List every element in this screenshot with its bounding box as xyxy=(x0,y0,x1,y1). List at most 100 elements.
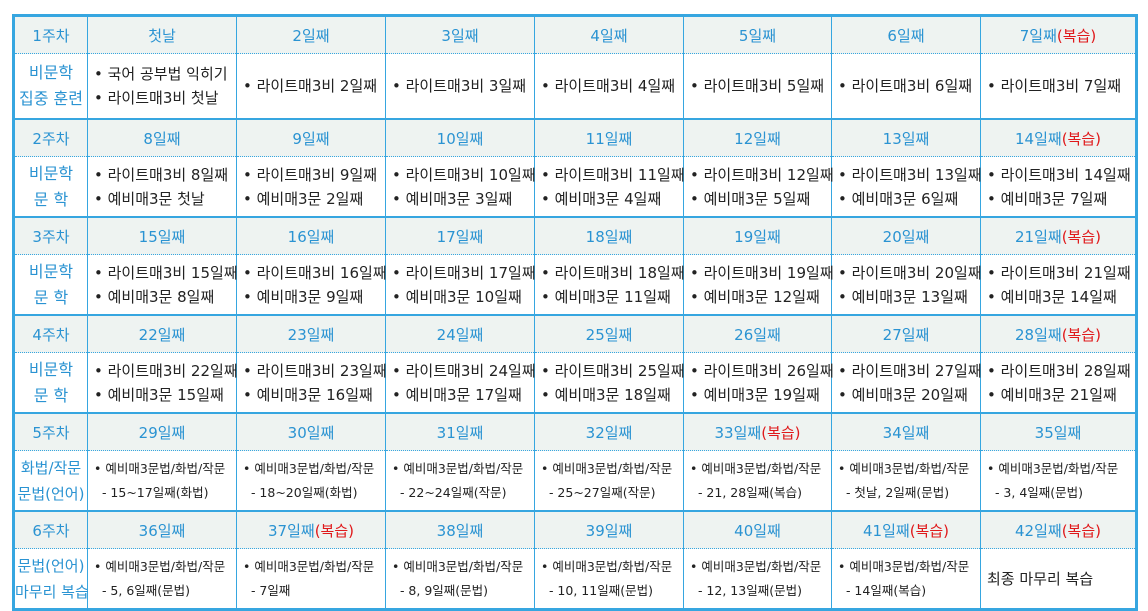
task-line: - 18~20일째(화법) xyxy=(243,484,358,500)
day-header: 3일째 xyxy=(385,14,535,54)
task-line: • 라이트매3비 7일째 xyxy=(987,77,1122,95)
day-label: 3일째 xyxy=(441,26,479,45)
subject-line: 문 학 xyxy=(33,189,69,209)
task-line: • 예비매3문법/화법/작문 xyxy=(94,460,226,476)
task-line: • 예비매3문법/화법/작문 xyxy=(541,460,673,476)
day-header: 40일째 xyxy=(683,510,832,549)
review-tag: (복습) xyxy=(1061,521,1101,540)
task-line: • 라이트매3비 10일째 xyxy=(392,165,536,184)
task-cell: • 라이트매3비 13일째 • 예비매3문 6일째 xyxy=(831,156,982,217)
task-cell: • 라이트매3비 15일째 • 예비매3문 8일째 xyxy=(87,254,238,315)
day-label: 38일째 xyxy=(436,521,484,540)
day-header: 20일째 xyxy=(831,216,981,255)
day-header: 5일째 xyxy=(683,14,832,54)
subject-line: 문법(언어) xyxy=(17,556,85,575)
task-cell: • 라이트매3비 19일째 • 예비매3문 12일째 xyxy=(683,254,834,315)
task-line: • 예비매3문 4일째 xyxy=(541,189,662,208)
task-line: • 라이트매3비 9일째 xyxy=(243,165,378,184)
task-cell: • 라이트매3비 27일째 • 예비매3문 20일째 xyxy=(831,352,982,413)
task-cell: • 라이트매3비 28일째 • 예비매3문 21일째 xyxy=(980,352,1137,413)
task-line: • 라이트매3비 19일째 xyxy=(690,263,834,282)
day-header: 4일째 xyxy=(534,14,684,54)
day-header: 36일째 xyxy=(87,510,237,549)
task-line: • 예비매3문법/화법/작문 xyxy=(838,558,970,574)
day-header: 14일째(복습) xyxy=(980,118,1137,157)
review-tag: (복습) xyxy=(314,521,354,540)
task-cell: • 예비매3문법/화법/작문 - 첫날, 2일째(문법) xyxy=(831,450,981,511)
day-label: 31일째 xyxy=(436,423,484,442)
week-label: 6주차 xyxy=(13,510,88,549)
day-header: 38일째 xyxy=(385,510,535,549)
task-line: • 예비매3문 12일째 xyxy=(690,287,820,306)
day-label: 24일째 xyxy=(436,325,484,344)
subject-line: 화법/작문 xyxy=(20,458,82,477)
day-header: 2일째 xyxy=(236,14,386,54)
day-label: 23일째 xyxy=(287,325,335,344)
day-label: 6일째 xyxy=(887,26,925,45)
day-header: 8일째 xyxy=(87,118,237,157)
task-line: - 8, 9일째(문법) xyxy=(392,582,489,598)
day-header: 17일째 xyxy=(385,216,535,255)
day-label: 11일째 xyxy=(585,129,633,148)
task-line: - 5, 6일째(문법) xyxy=(94,582,191,598)
task-line: • 라이트매3비 23일째 xyxy=(243,361,387,380)
day-header: 42일째(복습) xyxy=(980,510,1137,549)
task-cell: • 라이트매3비 9일째 • 예비매3문 2일째 xyxy=(236,156,386,217)
task-line: • 예비매3문 16일째 xyxy=(243,385,373,404)
day-header: 10일째 xyxy=(385,118,535,157)
week-label: 3주차 xyxy=(13,216,88,255)
task-line: • 예비매3문 13일째 xyxy=(838,287,968,306)
day-header: 16일째 xyxy=(236,216,386,255)
task-line: • 라이트매3비 6일째 xyxy=(838,77,973,95)
task-line: • 예비매3문 19일째 xyxy=(690,385,820,404)
day-header: 7일째(복습) xyxy=(980,14,1137,54)
day-label: 19일째 xyxy=(734,227,781,246)
task-line: - 7일째 xyxy=(243,582,291,598)
task-line: • 예비매3문 11일째 xyxy=(541,287,671,306)
review-tag: (복습) xyxy=(1061,325,1101,344)
task-cell: • 예비매3문법/화법/작문 - 15~17일째(화법) xyxy=(87,450,237,511)
task-line: • 예비매3문법/화법/작문 xyxy=(690,558,822,574)
day-label: 15일째 xyxy=(138,227,186,246)
day-label: 40일째 xyxy=(734,521,781,540)
task-cell: • 라이트매3비 14일째 • 예비매3문 7일째 xyxy=(980,156,1137,217)
task-line: • 예비매3문 7일째 xyxy=(987,189,1108,208)
week-label: 2주차 xyxy=(13,118,88,157)
task-line: • 라이트매3비 17일째 xyxy=(392,263,536,282)
day-label: 30일째 xyxy=(287,423,335,442)
task-cell: • 라이트매3비 10일째 • 예비매3문 3일째 xyxy=(385,156,536,217)
day-label: 25일째 xyxy=(585,325,633,344)
subject-label: 화법/작문 문법(언어) xyxy=(13,450,88,511)
day-header: 15일째 xyxy=(87,216,237,255)
day-header: 11일째 xyxy=(534,118,684,157)
week-header-row: 3주차 15일째 16일째 17일째 18일째 19일째 20일째 21일째(복습) xyxy=(13,216,1137,255)
task-cell: • 라이트매3비 23일째 • 예비매3문 16일째 xyxy=(236,352,387,413)
subject-line: 마무리 복습 xyxy=(15,582,89,601)
day-label: 14일째 xyxy=(1015,129,1062,148)
task-line: • 예비매3문법/화법/작문 xyxy=(392,460,524,476)
task-cell: • 예비매3문법/화법/작문 - 10, 11일째(문법) xyxy=(534,548,684,610)
day-label: 34일째 xyxy=(882,423,930,442)
subject-line: 비문학 xyxy=(28,163,74,183)
day-header: 22일째 xyxy=(87,314,237,353)
week-content-row: 비문학 문 학 • 라이트매3비 15일째 • 예비매3문 8일째 • 라이트매3비 1… xyxy=(13,254,1137,315)
day-label: 33일째 xyxy=(714,423,762,442)
task-line: • 예비매3문 15일째 xyxy=(94,385,224,404)
review-tag: (복습) xyxy=(1061,227,1101,246)
week-header-row: 4주차 22일째 23일째 24일째 25일째 26일째 27일째 28일째(복습) xyxy=(13,314,1137,353)
task-line: • 예비매3문 5일째 xyxy=(690,189,811,208)
task-line: • 라이트매3비 26일째 xyxy=(690,361,834,380)
day-label: 5일째 xyxy=(738,26,777,45)
day-header: 34일째 xyxy=(831,412,981,451)
task-line: • 예비매3문 10일째 xyxy=(392,287,522,306)
week-content-row: 화법/작문 문법(언어) • 예비매3문법/화법/작문 - 15~17일째(화법) •… xyxy=(13,450,1137,511)
task-cell: • 예비매3문법/화법/작문 - 8, 9일째(문법) xyxy=(385,548,535,610)
week-header-row: 2주차 8일째 9일째 10일째 11일째 12일째 13일째 14일째(복습) xyxy=(13,118,1137,157)
day-header: 31일째 xyxy=(385,412,535,451)
task-line: • 예비매3문 20일째 xyxy=(838,385,968,404)
task-cell: • 라이트매3비 3일째 xyxy=(385,53,535,119)
task-line: • 라이트매3비 2일째 xyxy=(243,77,378,95)
week-content-row: 비문학 문 학 • 라이트매3비 8일째 • 예비매3문 첫날 • 라이트매3비 9일째… xyxy=(13,156,1137,217)
task-cell: • 예비매3문법/화법/작문 - 25~27일째(작문) xyxy=(534,450,684,511)
task-cell: • 예비매3문법/화법/작문 - 7일째 xyxy=(236,548,386,610)
